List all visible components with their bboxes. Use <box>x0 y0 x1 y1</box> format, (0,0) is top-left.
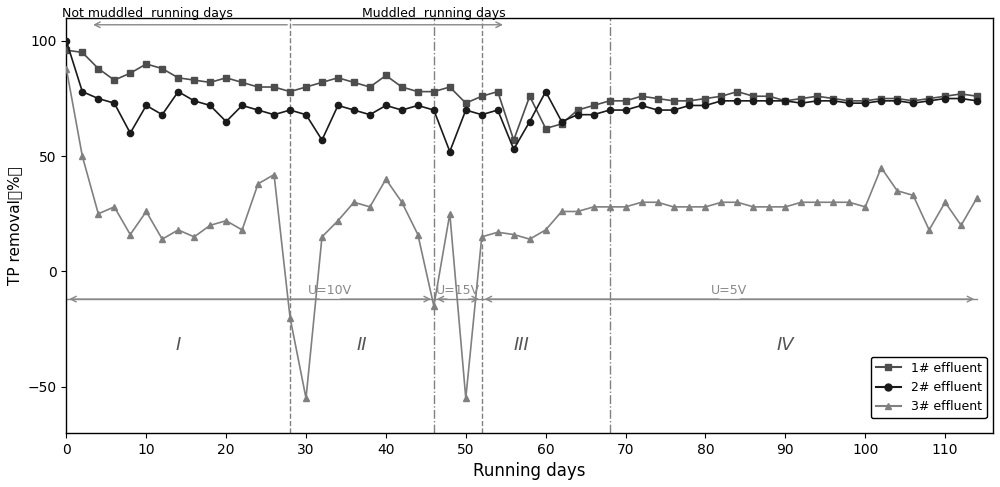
Text: U=5V: U=5V <box>711 284 748 297</box>
3# effluent <box>284 315 296 320</box>
Line: 2# effluent: 2# effluent <box>63 38 980 155</box>
Text: II: II <box>357 336 367 354</box>
Y-axis label: TP removal（%）: TP removal（%） <box>7 166 22 285</box>
Text: Muddled  running days: Muddled running days <box>362 7 506 20</box>
1# effluent <box>683 98 695 104</box>
3# effluent <box>268 172 280 178</box>
X-axis label: Running days: Running days <box>473 462 586 480</box>
2# effluent <box>284 107 296 113</box>
3# effluent <box>300 395 312 401</box>
3# effluent <box>683 204 695 210</box>
Text: Not muddled  running days: Not muddled running days <box>62 7 233 20</box>
1# effluent <box>971 94 983 99</box>
1# effluent <box>268 84 280 90</box>
2# effluent <box>683 103 695 109</box>
2# effluent <box>747 98 759 104</box>
2# effluent <box>444 149 456 154</box>
2# effluent <box>843 100 855 106</box>
3# effluent <box>939 199 951 205</box>
Line: 3# effluent: 3# effluent <box>63 65 980 401</box>
Text: III: III <box>514 336 530 354</box>
1# effluent <box>843 98 855 104</box>
1# effluent <box>60 47 72 53</box>
3# effluent <box>60 66 72 72</box>
2# effluent <box>971 98 983 104</box>
Text: U=15V: U=15V <box>436 284 480 297</box>
1# effluent <box>747 94 759 99</box>
2# effluent <box>268 112 280 117</box>
Text: IV: IV <box>777 336 794 354</box>
1# effluent <box>939 94 951 99</box>
2# effluent <box>939 95 951 101</box>
Text: I: I <box>176 336 181 354</box>
2# effluent <box>60 38 72 44</box>
3# effluent <box>843 199 855 205</box>
Line: 1# effluent: 1# effluent <box>63 47 980 143</box>
1# effluent <box>284 89 296 94</box>
1# effluent <box>508 137 520 143</box>
Text: U=10V: U=10V <box>308 284 352 297</box>
3# effluent <box>747 204 759 210</box>
Legend: 1# effluent, 2# effluent, 3# effluent: 1# effluent, 2# effluent, 3# effluent <box>871 357 987 418</box>
3# effluent <box>971 195 983 201</box>
